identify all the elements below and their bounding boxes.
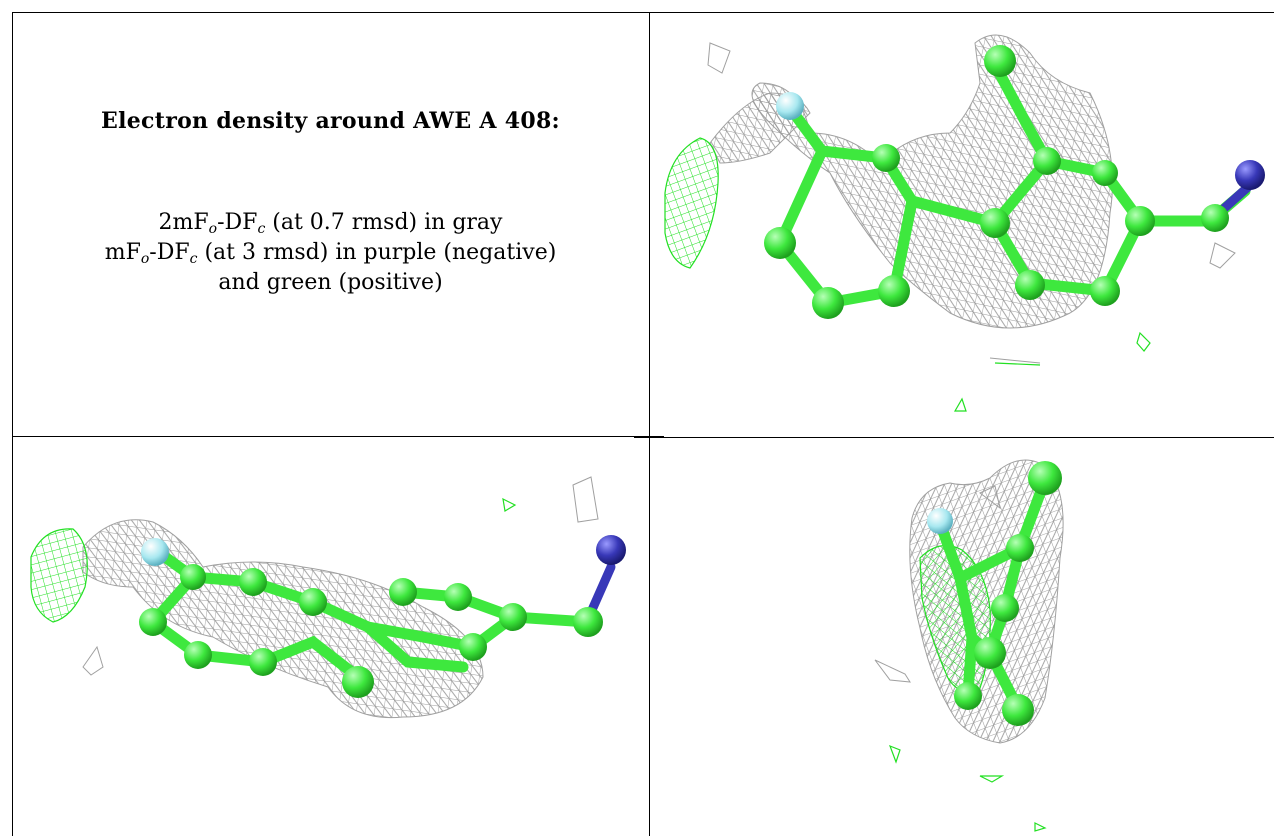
- caption-cell: Electron density around AWE A 408: 2mFo-…: [12, 12, 649, 436]
- caption-line2-mid: -DF: [149, 240, 189, 265]
- caption-line2-suffix: (at 3 rmsd) in purple (negative): [197, 240, 556, 265]
- carbon-atom: [1006, 534, 1034, 562]
- caption-line1-sub-o: o: [209, 221, 217, 237]
- nitrogen-atom: [1235, 160, 1265, 190]
- molecule-render-bottom-right: [650, 438, 1274, 836]
- fluorine-atom: [776, 92, 804, 120]
- carbon-atom: [1002, 694, 1034, 726]
- carbon-atom: [444, 583, 472, 611]
- carbon-atom: [1033, 147, 1061, 175]
- carbon-atom: [872, 144, 900, 172]
- nitrogen-atom: [596, 535, 626, 565]
- carbon-atom: [1090, 276, 1120, 306]
- carbon-atom: [184, 641, 212, 669]
- carbon-atom: [984, 45, 1016, 77]
- carbon-atom: [342, 666, 374, 698]
- carbon-atom: [812, 287, 844, 319]
- mesh-2fofc-bottom-left: [83, 477, 598, 718]
- fluorine-atom: [927, 508, 953, 534]
- molecule-render-top-right: [650, 13, 1274, 436]
- carbon-atom: [239, 568, 267, 596]
- caption-line-colors: and green (positive): [12, 268, 649, 298]
- caption-line2-prefix: mF: [105, 240, 141, 265]
- caption-line1-suffix: (at 0.7 rmsd) in gray: [265, 210, 502, 235]
- carbon-atom: [991, 594, 1019, 622]
- caption-body: 2mFo-DFc (at 0.7 rmsd) in gray mFo-DFc (…: [12, 208, 649, 298]
- carbon-atom: [249, 648, 277, 676]
- molecule-render-bottom-left: [13, 437, 649, 836]
- carbon-atom: [974, 637, 1006, 669]
- fluorine-atom: [141, 538, 169, 566]
- caption-line-fofc: mFo-DFc (at 3 rmsd) in purple (negative): [12, 238, 649, 268]
- carbon-atom: [180, 564, 206, 590]
- carbon-atom: [1201, 204, 1229, 232]
- carbon-atom: [980, 208, 1010, 238]
- carbon-atom: [764, 227, 796, 259]
- carbon-atom: [1028, 461, 1062, 495]
- caption-line1-mid: -DF: [217, 210, 257, 235]
- density-view-bottom-right: [650, 438, 1274, 836]
- mesh-2fofc-top-right: [708, 35, 1235, 363]
- density-view-bottom-left: [13, 437, 649, 836]
- carbon-atom: [1015, 270, 1045, 300]
- carbon-atom: [299, 588, 327, 616]
- density-view-top-right: [650, 13, 1274, 436]
- carbon-atom: [1125, 206, 1155, 236]
- carbon-atom: [389, 578, 417, 606]
- carbon-atom: [878, 275, 910, 307]
- carbon-atom: [1092, 160, 1118, 186]
- carbon-atom: [573, 607, 603, 637]
- carbon-atom: [139, 608, 167, 636]
- caption-title: Electron density around AWE A 408:: [12, 108, 649, 134]
- carbon-atom: [954, 682, 982, 710]
- carbon-atom: [459, 633, 487, 661]
- caption-line-2fofc: 2mFo-DFc (at 0.7 rmsd) in gray: [12, 208, 649, 238]
- carbon-atom: [499, 603, 527, 631]
- caption-line1-prefix: 2mF: [159, 210, 209, 235]
